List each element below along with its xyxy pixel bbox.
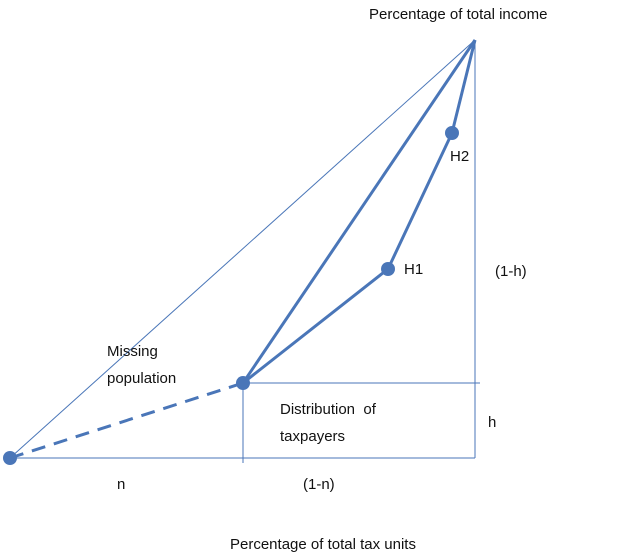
point	[236, 376, 250, 390]
missing-label: population	[107, 370, 176, 387]
x-title: Percentage of total tax units	[230, 536, 416, 553]
distribution-label: taxpayers	[280, 428, 345, 445]
label-h1: H1	[404, 261, 423, 278]
curve	[242, 39, 477, 385]
label-h: h	[488, 414, 496, 431]
point-h1	[381, 262, 395, 276]
label-h2: H2	[450, 148, 469, 165]
missing-label: Missing	[107, 343, 158, 360]
taxpayer-line	[241, 39, 477, 384]
label-n: n	[117, 476, 125, 493]
distribution-label: Distribution of	[280, 401, 377, 418]
missing-line	[9, 381, 244, 460]
label-1-n: (1-n)	[303, 476, 335, 493]
point-h2	[445, 126, 459, 140]
y-title: Percentage of total income	[369, 6, 547, 23]
equality-line	[9, 39, 476, 459]
origin-point	[3, 451, 17, 465]
label-1-h: (1-h)	[495, 263, 527, 280]
